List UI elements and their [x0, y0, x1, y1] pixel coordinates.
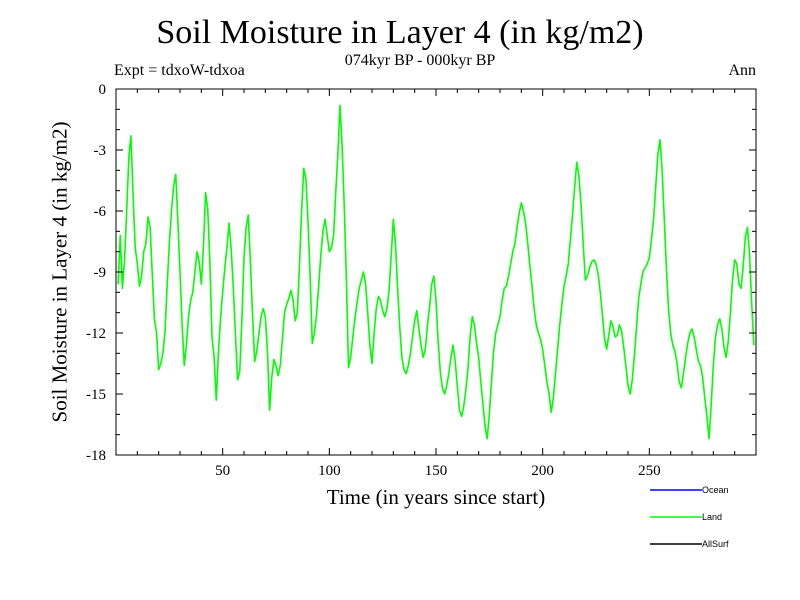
- y-tick-label: -6: [94, 204, 107, 220]
- x-axis-label: Time (in years since start): [326, 485, 546, 509]
- legend-label-land: Land: [702, 512, 722, 522]
- series-line-land: [117, 104, 755, 440]
- legend-label-ocean: Ocean: [702, 485, 729, 495]
- y-tick-label: -9: [94, 265, 107, 281]
- period-label: Ann: [728, 62, 756, 79]
- legend-label-allsurf: AllSurf: [702, 539, 729, 549]
- experiment-label: Expt = tdxoW-tdxoa: [114, 62, 245, 79]
- legend: Ocean Land AllSurf: [650, 485, 729, 549]
- x-tick-label: 150: [425, 463, 448, 479]
- x-tick-label: 200: [531, 463, 554, 479]
- y-tick-label: -18: [86, 448, 106, 464]
- x-tick-label: 100: [318, 463, 341, 479]
- y-tick-label: -12: [86, 326, 106, 342]
- chart-subtitle: 074kyr BP - 000kyr BP: [344, 52, 496, 69]
- y-tick-label: -3: [94, 143, 107, 159]
- x-tick-label: 250: [638, 463, 661, 479]
- y-tick-label: -15: [86, 387, 106, 403]
- series-group: [117, 104, 755, 440]
- x-tick-label: 50: [215, 463, 230, 479]
- chart-title: Soil Moisture in Layer 4 (in kg/m2): [156, 14, 644, 51]
- axes-group: 50 100 150 200 250 0 -3 -6 -9 -12 -15 -18: [86, 82, 757, 479]
- y-tick-label: 0: [99, 82, 107, 98]
